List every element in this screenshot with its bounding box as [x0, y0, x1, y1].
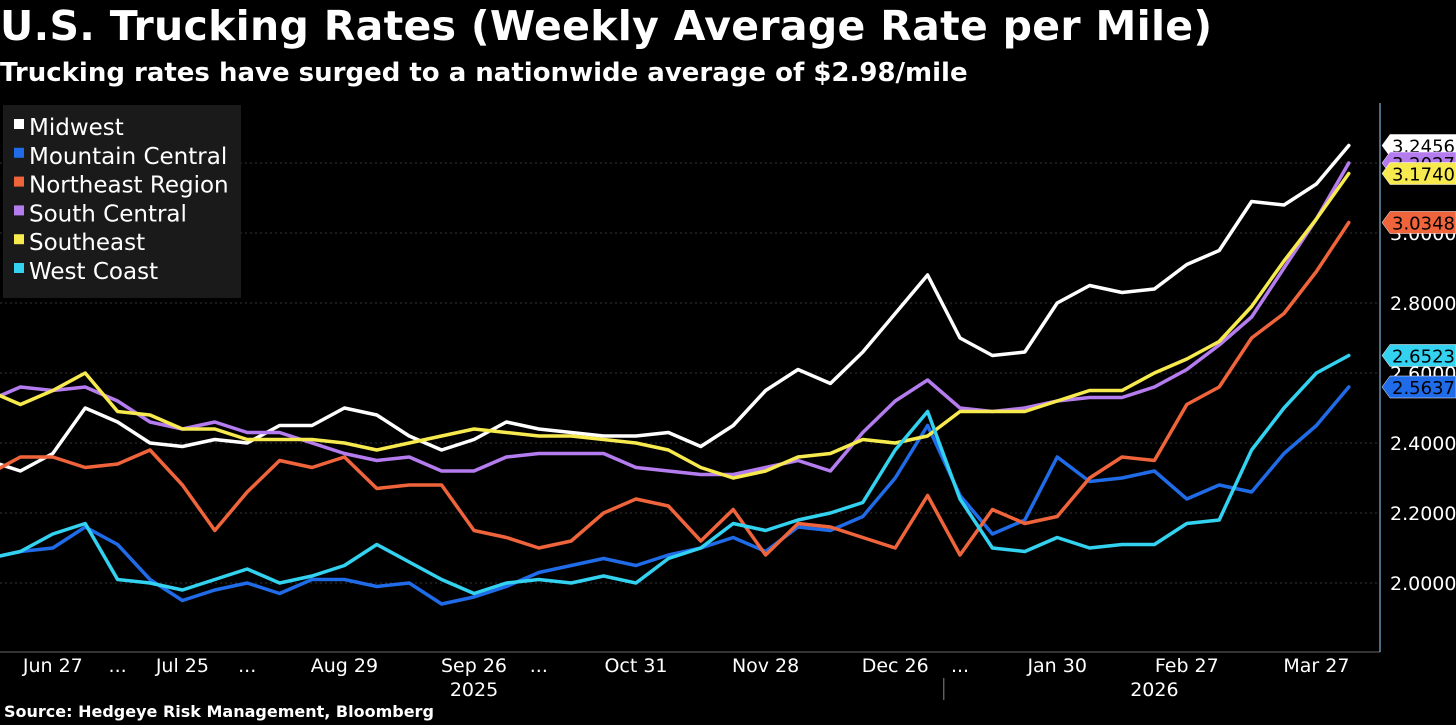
legend-item: Southeast — [14, 230, 145, 256]
series-line-mountain-central — [0, 385, 1351, 606]
legend-swatch — [14, 205, 24, 216]
y-tick-label: 2.0000 — [1390, 573, 1456, 595]
legend-item: Mountain Central — [14, 144, 227, 170]
series-line-south-central — [0, 161, 1351, 477]
legend-item: Midwest — [14, 115, 124, 141]
series-line-west-coast — [0, 353, 1351, 596]
x-tick-label: Oct 31 — [604, 655, 667, 677]
x-tick-label: Mar 27 — [1283, 655, 1349, 677]
x-tick-label: Dec 26 — [862, 655, 929, 677]
legend-label: West Coast — [29, 259, 158, 285]
legend-swatch — [14, 234, 24, 245]
legend-label: Southeast — [29, 230, 145, 256]
end-label-mountain-central: 2.5637 — [1381, 375, 1456, 399]
chart-title: U.S. Trucking Rates (Weekly Average Rate… — [0, 2, 1213, 50]
legend-label: Northeast Region — [29, 173, 229, 199]
end-label-west-coast: 2.6523 — [1381, 344, 1456, 368]
end-label-box — [1381, 211, 1456, 234]
end-label-box — [1381, 375, 1456, 399]
legend-swatch — [14, 263, 24, 273]
end-label-northeast-region: 3.0348 — [1381, 211, 1456, 235]
series-lines — [0, 143, 1351, 606]
end-label-southeast: 3.1740 — [1381, 162, 1456, 186]
series-line-southeast — [0, 171, 1351, 480]
legend-label: Mountain Central — [29, 144, 227, 170]
source-note: Source: Hedgeye Risk Management, Bloombe… — [4, 702, 434, 721]
legend-swatch — [14, 176, 24, 187]
x-tick-label: Nov 28 — [732, 655, 799, 677]
x-tick-labels: Jun 27... Jul 25... Aug 29 Sep 26... Oct 31 N… — [22, 655, 1350, 677]
x-tick-label: Jan 30 — [1026, 655, 1087, 677]
y-tick-label: 2.4000 — [1390, 433, 1456, 455]
x-tick-label: ... — [951, 655, 969, 677]
x-tick-label: ... — [530, 655, 548, 677]
year-label: 2025 — [450, 679, 498, 700]
x-tick-label: Sep 26 — [441, 655, 507, 677]
end-label-text: 3.1740 — [1392, 165, 1455, 186]
legend-item: Northeast Region — [14, 173, 229, 199]
legend-swatch — [14, 147, 24, 158]
legend-label: Midwest — [29, 115, 124, 141]
chart-subtitle: Trucking rates have surged to a nationwi… — [0, 58, 968, 88]
legend-box — [3, 105, 241, 298]
legend-item: West Coast — [14, 259, 158, 285]
year-labels: 2025 2026 — [450, 679, 1179, 700]
y-tick-label: 2.8000 — [1390, 293, 1456, 315]
end-label-text: 3.0348 — [1392, 214, 1455, 235]
x-tick-label: Aug 29 — [311, 655, 378, 677]
year-label: 2026 — [1130, 679, 1178, 700]
end-label-text: 2.6523 — [1392, 347, 1455, 368]
series-line-midwest — [0, 143, 1351, 473]
x-tick-label: Jul 25 — [155, 655, 209, 677]
line-chart: 2.00002.20002.40002.60002.80003.00003.20… — [0, 103, 1456, 700]
x-tick-label: ... — [238, 655, 256, 677]
legend-item: South Central — [14, 201, 187, 227]
x-tick-label: Jun 27 — [22, 655, 83, 677]
end-label-text: 2.5637 — [1392, 378, 1455, 399]
end-label-box — [1381, 344, 1456, 367]
legend-swatch — [14, 119, 24, 129]
legend-label: South Central — [29, 201, 187, 227]
x-tick-label: ... — [109, 655, 127, 677]
end-label-box — [1381, 162, 1456, 185]
x-tick-label: Feb 27 — [1155, 655, 1219, 677]
series-line-northeast-region — [0, 220, 1351, 557]
y-tick-label: 2.2000 — [1390, 503, 1456, 525]
